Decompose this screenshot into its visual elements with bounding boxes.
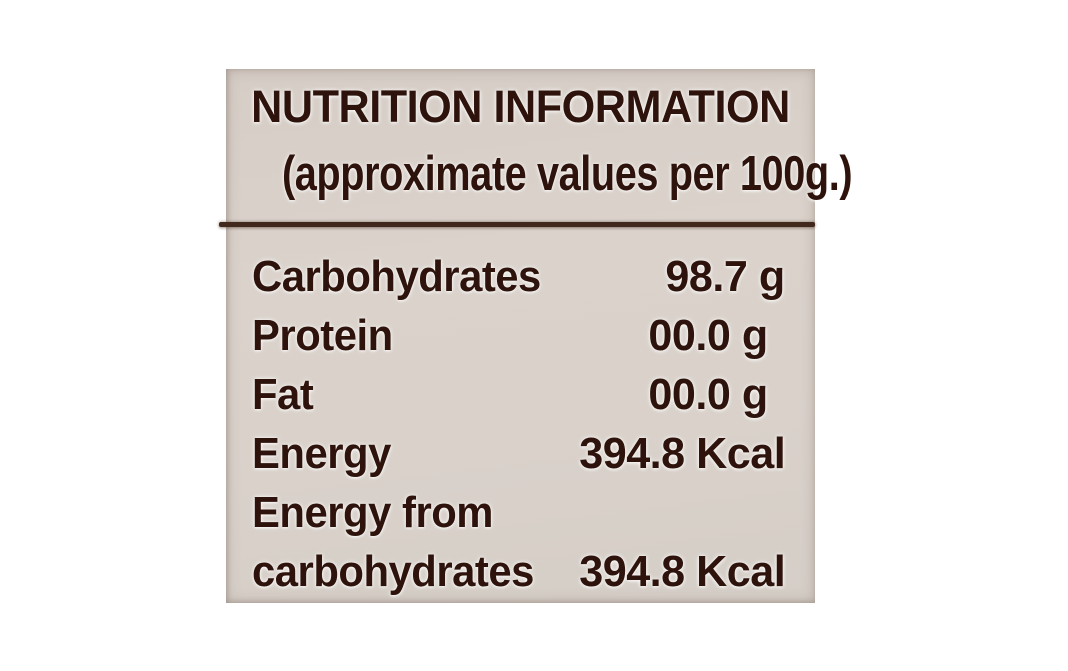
nutrition-subtitle: (approximate values per 100g.) <box>281 147 853 201</box>
nutrient-value: 394.8 Kcal <box>578 546 786 596</box>
nutrient-value: 00.0 g <box>648 369 769 419</box>
nutrient-name: carbohydrates <box>252 546 534 596</box>
table-row-protein: Protein 00.0 g <box>226 306 815 365</box>
table-row-energy: Energy 394.8 Kcal <box>226 424 815 483</box>
nutrient-name: Fat <box>252 369 314 419</box>
nutrient-name: Protein <box>252 310 393 360</box>
nutrient-value: 394.8 Kcal <box>578 428 786 478</box>
nutrition-label-panel: NUTRITION INFORMATION (approximate value… <box>219 69 853 603</box>
table-row-fat: Fat 00.0 g <box>226 365 815 424</box>
header-divider-rule <box>219 222 815 227</box>
nutrient-name: Energy <box>252 428 391 478</box>
nutrition-title: NUTRITION INFORMATION <box>251 81 790 132</box>
table-row-energy-from-line1: Energy from <box>226 483 815 542</box>
nutrient-name: Carbohydrates <box>252 251 541 301</box>
table-row-energy-from-line2: carbohydrates 394.8 Kcal <box>226 542 815 601</box>
nutrient-value: 98.7 g <box>665 251 786 301</box>
table-row-carbohydrates: Carbohydrates 98.7 g <box>226 247 815 306</box>
nutrient-value: 00.0 g <box>648 310 769 360</box>
nutrient-name: Energy from <box>252 487 493 537</box>
nutrition-table: Carbohydrates 98.7 g Protein 00.0 g Fat … <box>226 247 815 601</box>
